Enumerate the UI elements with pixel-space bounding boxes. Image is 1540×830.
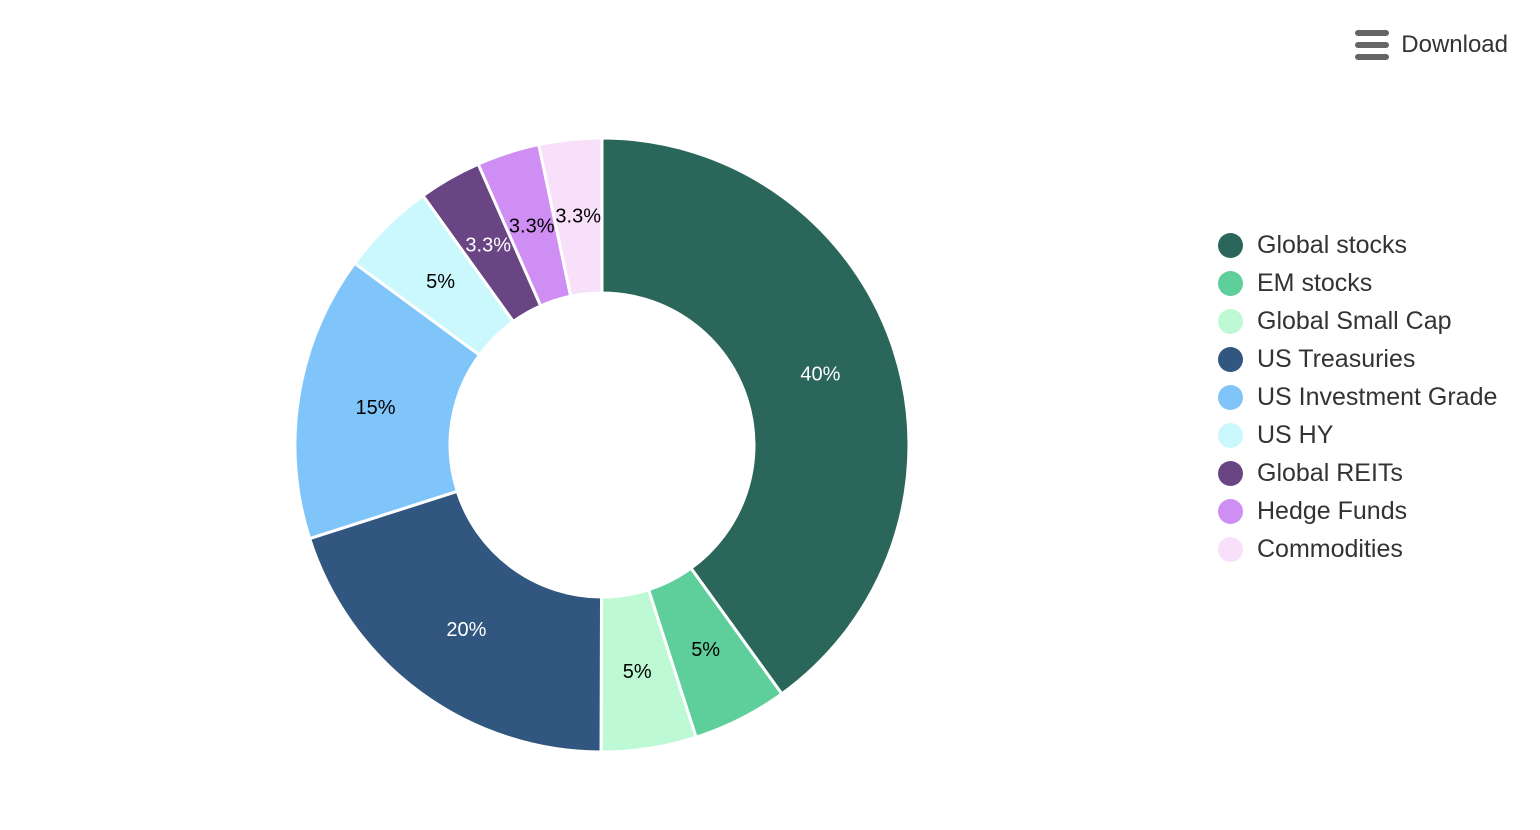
download-menu-button[interactable]: Download [1355,30,1508,60]
slice-label-us-hy: 5% [426,271,455,293]
download-label: Download [1401,31,1508,58]
legend-label-us-investment-grade: US Investment Grade [1257,382,1498,411]
slice-label-hedge-funds: 3.3% [509,216,555,238]
slice-group [293,136,911,754]
legend-swatch-global-stocks [1218,232,1243,258]
slice-us-treasuries[interactable] [308,489,604,754]
legend-item-global-small-cap[interactable]: Global Small Cap [1218,302,1497,340]
legend-swatch-hedge-funds [1218,498,1243,524]
legend-swatch-us-investment-grade [1218,384,1243,410]
legend-item-commodities[interactable]: Commodities [1218,530,1497,568]
legend-swatch-global-reits [1218,460,1243,486]
legend-item-em-stocks[interactable]: EM stocks [1218,264,1497,302]
legend-swatch-em-stocks [1218,270,1243,296]
legend-item-global-reits[interactable]: Global REITs [1218,454,1497,492]
legend: Global stocks EM stocks Global Small Cap US… [1218,226,1497,568]
legend-label-global-stocks: Global stocks [1257,230,1408,259]
legend-item-us-hy[interactable]: US HY [1218,416,1497,454]
legend-item-global-stocks[interactable]: Global stocks [1218,226,1497,264]
legend-swatch-global-small-cap [1218,308,1243,334]
slice-label-commodities: 3.3% [555,206,601,228]
slice-label-global-small-cap: 5% [623,661,652,683]
legend-swatch-us-treasuries [1218,346,1243,372]
legend-label-us-treasuries: US Treasuries [1257,344,1416,373]
legend-item-us-investment-grade[interactable]: US Investment Grade [1218,378,1497,416]
legend-label-em-stocks: EM stocks [1257,268,1373,297]
legend-label-global-small-cap: Global Small Cap [1257,306,1452,335]
slice-commodities[interactable] [537,136,604,298]
hamburger-menu-icon [1355,30,1390,60]
legend-item-us-treasuries[interactable]: US Treasuries [1218,340,1497,378]
slice-label-group: 40%5%5%20%15%5%3.3%3.3% 3.3% [355,206,840,683]
legend-item-hedge-funds[interactable]: Hedge Funds [1218,492,1497,530]
slice-us-investment-grade[interactable] [293,261,482,541]
slice-label-global-reits: 3.3% [465,235,511,257]
legend-label-hedge-funds: Hedge Funds [1257,496,1408,525]
legend-label-global-reits: Global REITs [1257,458,1403,487]
legend-swatch-us-hy [1218,422,1243,448]
legend-label-us-hy: US HY [1257,420,1334,449]
legend-swatch-commodities [1218,536,1243,562]
slice-label-global-stocks: 40% [800,363,840,385]
legend-label-commodities: Commodities [1257,534,1403,563]
slice-label-em-stocks: 5% [691,639,720,661]
slice-label-us-investment-grade: 15% [355,397,395,419]
slice-label-us-treasuries: 20% [446,619,486,641]
slice-global-stocks[interactable] [600,136,911,696]
